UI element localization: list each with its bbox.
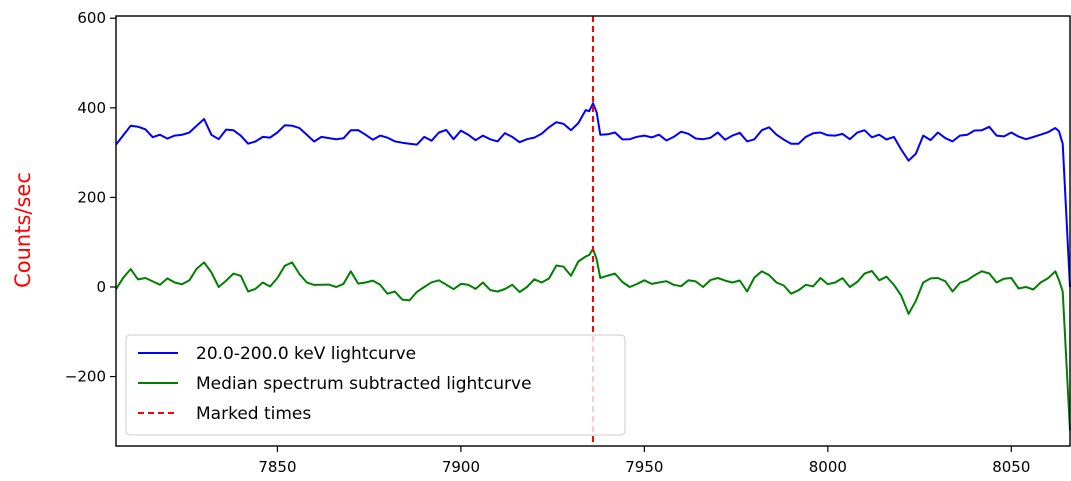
y-tick-label: 200: [77, 188, 106, 206]
y-axis-ticks: −200 0 200 400 600: [65, 9, 116, 386]
y-axis-label: Counts/sec: [11, 172, 35, 288]
legend-entry-marked-times: Marked times: [196, 404, 311, 424]
x-axis-ticks: 7850 7900 7950 8000 8050: [258, 446, 1030, 476]
series-line-1: [115, 247, 1071, 431]
x-tick-label: 8000: [809, 458, 847, 476]
x-tick-label: 7950: [625, 458, 663, 476]
legend: 20.0-200.0 keV lightcurve Median spectru…: [125, 334, 626, 436]
y-tick-label: 0: [96, 278, 106, 296]
y-tick-label: −200: [65, 368, 106, 386]
axes-frame: [115, 15, 1071, 447]
y-tick-label: 400: [77, 99, 106, 117]
legend-entry-lightcurve: 20.0-200.0 keV lightcurve: [196, 344, 416, 364]
y-tick-label: 600: [77, 9, 106, 27]
series-line-0: [115, 102, 1071, 288]
x-tick-label: 7850: [258, 458, 296, 476]
legend-box: [125, 334, 626, 436]
series-layer: [115, 16, 1071, 446]
plot-area: 7850 7900 7950 8000 8050 −200 0 200 400 600: [65, 9, 1071, 476]
x-tick-label: 7900: [442, 458, 480, 476]
x-tick-label: 8050: [992, 458, 1030, 476]
legend-entry-subtracted: Median spectrum subtracted lightcurve: [196, 374, 532, 394]
